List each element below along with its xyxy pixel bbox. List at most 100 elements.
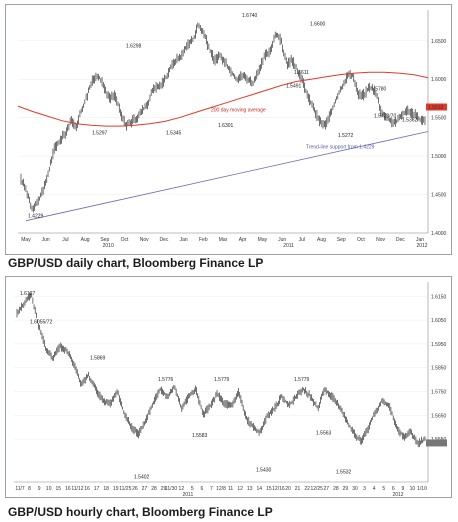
daily-level-annotation: 1.6301 — [218, 123, 234, 129]
hourly-x-tick-label: 20 — [285, 486, 291, 492]
daily-x-tick-label: Jan — [416, 237, 424, 243]
hourly-x-tick-label: 28 — [151, 486, 157, 492]
hourly-x-tick-label: 4 — [373, 486, 376, 492]
daily-price-tag — [426, 103, 447, 111]
hourly-x-tick-label: 12/25 — [310, 486, 323, 492]
daily-x-tick-label: Feb — [199, 237, 208, 243]
hourly-x-tick-label: 11/30 1 — [165, 486, 182, 492]
daily-x-tick-label: Oct — [357, 237, 365, 243]
hourly-x-tick-label: 5 — [382, 486, 385, 492]
daily-level-annotation: 1.5780 — [371, 87, 387, 93]
hourly-x-tick-label: 27 — [142, 486, 148, 492]
hourly-x-tick-label: 27 — [324, 486, 330, 492]
hourly-x-tick-label: 2 — [181, 486, 184, 492]
hourly-x-tick-label: 10 — [410, 486, 416, 492]
hourly-year-label: 2011 — [182, 492, 193, 497]
hourly-x-tick-label: 10 — [46, 486, 52, 492]
hourly-chart: 1.6150 1.6050 1.5950 1.5850 1.5750 1.5650 1.55… — [14, 282, 447, 497]
daily-moving-average-line — [17, 71, 429, 127]
hourly-x-tick-label: 29 — [343, 486, 349, 492]
hourly-x-tick-label: 7 — [210, 486, 213, 492]
hourly-x-tick-label: 1/10 — [417, 486, 427, 492]
daily-level-annotation: 1.5272 — [338, 133, 354, 139]
hourly-x-tick-label: 9 — [401, 486, 404, 492]
hourly-x-tick-label: 16 — [65, 486, 71, 492]
daily-y-tick-label: 1.4500 — [431, 193, 447, 199]
hourly-x-tick-label: 11/25 — [119, 486, 131, 492]
hourly-x-tick-label: 12/8 — [216, 486, 226, 492]
daily-level-annotation: 1.4229 — [28, 214, 44, 220]
hourly-level-annotation: 1.5776 — [158, 377, 174, 383]
hourly-level-annotation: 1.6127 — [20, 291, 36, 297]
hourly-x-tick-label: 12/16 — [272, 486, 285, 492]
hourly-x-tick-label: 29 — [161, 486, 167, 492]
daily-x-tick-label: Dec — [159, 237, 168, 243]
daily-level-annotation: 1.5345 — [166, 131, 182, 137]
hourly-price-tag — [426, 439, 447, 447]
hourly-x-tick-label: 22 — [304, 486, 310, 492]
hourly-y-tick-label: 1.5750 — [431, 390, 447, 396]
daily-level-annotation: 1.6740 — [242, 13, 258, 19]
hourly-level-annotation: 1.5430 — [256, 467, 272, 473]
hourly-price-bars — [16, 292, 426, 448]
daily-plot-area: 1.6500 1.6000 1.5500 1.5000 1.4500 1.4000 May J… — [17, 10, 447, 249]
hourly-level-annotation: 1.5779 — [214, 377, 230, 383]
daily-level-annotation: 1.5611 — [294, 70, 309, 76]
daily-level-annotation: 1.6600 — [310, 21, 326, 27]
hourly-x-tick-label: 19 — [113, 486, 119, 492]
hourly-x-tick-label: 13 — [247, 486, 253, 492]
hourly-x-tick-label: 11/7 — [15, 486, 25, 492]
daily-x-tick-label: Jul — [62, 237, 68, 243]
hourly-x-tick-label: 3 — [363, 486, 366, 492]
daily-ma-label: 200 day moving average — [211, 108, 266, 114]
daily-chart: 1.6500 1.6000 1.5500 1.5000 1.4500 1.4000 May J… — [17, 10, 447, 249]
hourly-level-annotation: 1.5402 — [134, 474, 150, 480]
hourly-chart-panel: 1.6150 1.6050 1.5950 1.5850 1.5750 1.5650 1.55… — [5, 276, 452, 498]
hourly-level-annotation: 1.5583 — [192, 433, 208, 439]
hourly-y-tick-label: 1.5650 — [431, 413, 447, 419]
daily-price-tag-label: 1.5632 — [428, 105, 444, 111]
hourly-x-tick-label: 9 — [38, 486, 41, 492]
hourly-plot-area: 1.6150 1.6050 1.5950 1.5850 1.5750 1.5650 1.55… — [14, 282, 447, 497]
hourly-x-tick-label: 21 — [295, 486, 301, 492]
daily-level-annotation: 1.5423/70 — [374, 114, 396, 120]
hourly-x-tick-label: 14 — [257, 486, 263, 492]
daily-x-tick-label: Jun — [278, 237, 286, 243]
hourly-y-tick-label: 1.5950 — [431, 342, 447, 348]
daily-level-annotation: 1.5362 — [402, 118, 418, 124]
hourly-x-tick-label: 28 — [333, 486, 339, 492]
daily-trendline — [25, 131, 429, 222]
daily-level-annotation: 1.5297 — [92, 131, 108, 137]
daily-x-tick-label: Mar — [219, 237, 228, 243]
hourly-year-label: 2012 — [392, 492, 403, 497]
daily-x-tick-label: Jul — [299, 237, 305, 243]
hourly-x-tick-label: 6 — [200, 486, 203, 492]
daily-x-tick-label: Nov — [376, 237, 385, 243]
hourly-x-tick-label: 15 — [56, 486, 62, 492]
daily-x-tick-label: Dec — [396, 237, 405, 243]
daily-year-label: 2010 — [103, 243, 114, 249]
hourly-x-tick-label: 11/12 — [71, 486, 83, 492]
daily-x-tick-label: Oct — [121, 237, 129, 243]
hourly-level-annotation: 1.5779 — [294, 377, 310, 383]
hourly-x-tick-label: 16 — [84, 486, 90, 492]
hourly-x-tick-label: 8 — [28, 486, 31, 492]
hourly-x-tick-label: 12 — [237, 486, 243, 492]
daily-year-label: 2012 — [416, 243, 427, 249]
daily-x-tick-label: Aug — [81, 237, 90, 243]
hourly-level-annotation: 1.6055/72 — [30, 320, 52, 326]
daily-y-tick-label: 1.5500 — [431, 116, 447, 122]
daily-x-tick-label: Nov — [140, 237, 149, 243]
daily-x-tick-label: Sep — [100, 237, 109, 243]
daily-level-annotation: 1.6298 — [126, 44, 142, 50]
hourly-y-tick-label: 1.5850 — [431, 366, 447, 372]
daily-level-annotation: 1.5491 — [286, 84, 302, 90]
daily-x-tick-label: May — [258, 237, 268, 243]
hourly-level-annotation: 1.5869 — [90, 355, 106, 361]
daily-x-tick-label: Sep — [337, 237, 346, 243]
daily-chart-panel: 1.6500 1.6000 1.5500 1.5000 1.4500 1.4000 May J… — [5, 4, 452, 255]
hourly-x-tick-label: 18 — [103, 486, 109, 492]
hourly-x-tick-label: 17 — [94, 486, 100, 492]
hourly-x-tick-label: 15 — [266, 486, 272, 492]
daily-y-tick-label: 1.4000 — [431, 231, 447, 237]
